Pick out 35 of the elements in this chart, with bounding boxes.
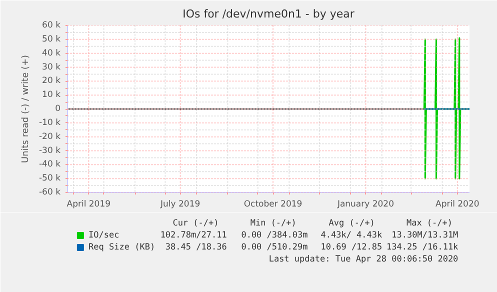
text: 38.45 /18.36 (165, 242, 227, 252)
x-tick-label: January 2020 (336, 200, 394, 210)
chart-title: IOs for /dev/nvme0n1 - by year (182, 8, 355, 20)
text: Cur (-/+) (172, 218, 219, 228)
text: Min (-/+) (250, 218, 296, 228)
y-tick-label: 60 k (42, 20, 61, 30)
legend-label: IO/sec (88, 230, 120, 240)
y-tick-label: 50 k (42, 34, 61, 44)
text: 4.43k/ 4.43k (320, 230, 382, 240)
y-tick-label: 0 (55, 104, 61, 114)
y-tick-label: 40 k (42, 48, 61, 58)
x-tick-label: July 2019 (160, 200, 200, 210)
text: Avg (-/+) (328, 218, 375, 228)
text: Last update: Tue Apr 28 00:06:50 2020 (268, 254, 458, 264)
text: Max (-/+) (406, 218, 453, 228)
text: 13.30M/13.31M (392, 230, 458, 240)
y-axis-title: Units read (-) / write (+) (20, 54, 31, 164)
text: 0.00 /384.03m (241, 230, 308, 240)
text: 10.69 /12.85 (320, 242, 382, 252)
y-tick-label: -10 k (38, 118, 61, 128)
legend-label: Req Size (KB) (88, 242, 156, 252)
text: 0.00 /510.29m (241, 242, 308, 252)
y-tick-label: -20 k (38, 132, 61, 142)
y-tick-label: 30 k (42, 62, 61, 72)
x-tick-label: April 2019 (66, 200, 111, 210)
y-tick-label: 10 k (42, 90, 61, 100)
x-tick-label: April 2020 (436, 200, 480, 210)
y-tick-label: -40 k (38, 160, 61, 170)
y-tick-label: -30 k (38, 146, 61, 156)
x-tick-label: October 2019 (244, 200, 302, 210)
y-tick-label: 20 k (42, 76, 61, 86)
y-tick-label: -60 k (38, 188, 61, 198)
text: 102.78m/27.11 (160, 230, 227, 240)
text: 134.25 /16.11k (386, 242, 458, 252)
y-tick-label: -50 k (38, 174, 61, 184)
